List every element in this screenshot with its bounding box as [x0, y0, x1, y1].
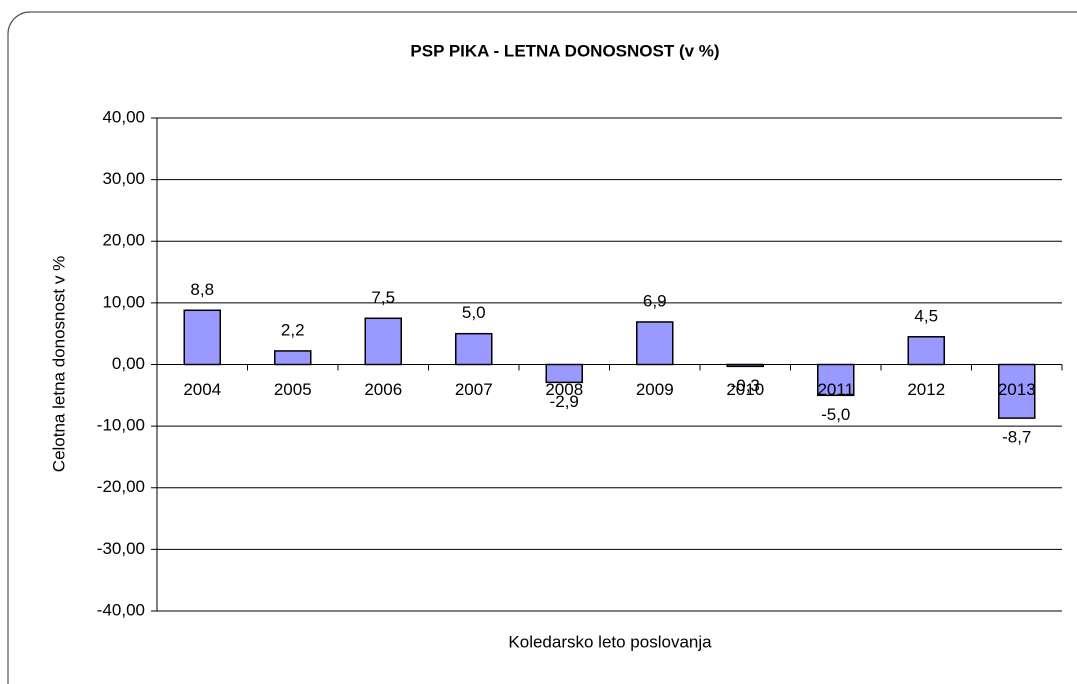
x-tick-label: 2005: [274, 380, 312, 399]
y-tick-label: 0,00: [112, 354, 145, 373]
value-label: -2,9: [550, 392, 579, 411]
x-axis-label: Koledarsko leto poslovanja: [508, 632, 712, 651]
bar: [364, 317, 402, 366]
bar: [998, 363, 1036, 419]
bar: [183, 309, 221, 366]
x-tick-label: 2008: [545, 380, 583, 399]
value-label: -5,0: [821, 405, 850, 424]
x-tick-label: 2011: [817, 380, 854, 399]
value-label: 7,5: [371, 288, 395, 307]
y-tick-label: -10,00: [97, 416, 145, 435]
bar: [636, 321, 674, 366]
x-tick-label: 2010: [726, 380, 764, 399]
x-tick-label: 2013: [998, 380, 1036, 399]
x-tick-label: 2007: [455, 380, 493, 399]
x-tick-label: 2004: [183, 380, 221, 399]
x-tick-label: 2009: [636, 380, 674, 399]
x-tick-label: 2012: [907, 380, 945, 399]
bar: [817, 363, 855, 397]
value-label: -0,3: [731, 376, 760, 395]
bar: [545, 363, 583, 384]
y-tick-label: 40,00: [102, 107, 145, 126]
value-label: 2,2: [281, 320, 305, 339]
y-tick-label: -20,00: [97, 477, 145, 496]
value-label: 6,9: [643, 291, 667, 310]
bar: [907, 336, 945, 366]
y-tick-label: -30,00: [97, 539, 145, 558]
y-tick-label: -40,00: [97, 600, 145, 619]
bar: [455, 332, 493, 366]
bar: [726, 363, 764, 368]
bar: [274, 350, 312, 366]
value-label: -8,7: [1002, 428, 1031, 447]
y-tick-label: 30,00: [102, 169, 145, 188]
value-label: 4,5: [914, 306, 938, 325]
value-label: 5,0: [462, 303, 486, 322]
y-tick-label: 20,00: [102, 231, 145, 250]
x-tick-label: 2006: [364, 380, 402, 399]
y-axis-label: Celotna letna donosnost v %: [49, 256, 68, 472]
chart-title: PSP PIKA - LETNA DONOSNOST (v %): [410, 41, 719, 60]
value-label: 8,8: [190, 280, 214, 299]
y-tick-label: 10,00: [102, 292, 145, 311]
